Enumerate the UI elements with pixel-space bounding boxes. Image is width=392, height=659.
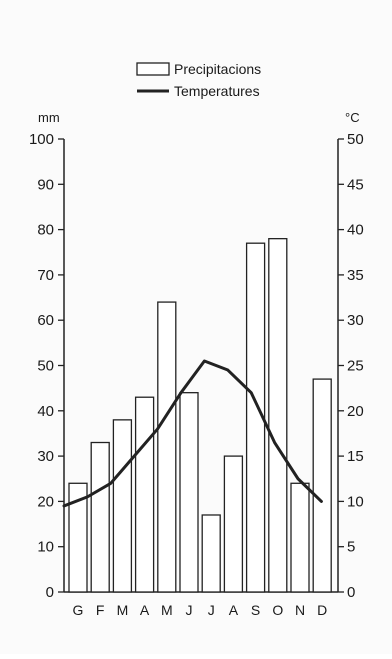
right-tick-label: 30 bbox=[347, 312, 364, 329]
left-tick-label: 10 bbox=[37, 539, 54, 556]
left-tick-label: 50 bbox=[37, 358, 54, 375]
month-label: D bbox=[317, 602, 327, 618]
right-tick-label: 20 bbox=[347, 403, 364, 420]
left-tick-label: 30 bbox=[37, 448, 54, 465]
left-tick-label: 0 bbox=[46, 584, 54, 601]
month-label: M bbox=[117, 602, 129, 618]
month-label: G bbox=[73, 602, 84, 618]
right-tick-label: 35 bbox=[347, 267, 364, 284]
left-tick-label: 80 bbox=[37, 222, 54, 239]
left-tick-label: 100 bbox=[29, 131, 54, 148]
left-axis-ticks: 0 10 20 30 40 50 60 70 80 90 100 bbox=[29, 131, 64, 601]
precipitation-bar bbox=[136, 397, 154, 592]
right-axis-unit-label: °C bbox=[345, 110, 360, 125]
precipitation-bar bbox=[158, 302, 176, 592]
month-label: S bbox=[251, 602, 260, 618]
month-label: A bbox=[140, 602, 150, 618]
left-tick-label: 20 bbox=[37, 493, 54, 510]
month-label: J bbox=[186, 602, 193, 618]
precipitation-bar bbox=[91, 443, 109, 592]
left-tick-label: 60 bbox=[37, 312, 54, 329]
month-label: F bbox=[96, 602, 105, 618]
precipitation-bar bbox=[224, 456, 242, 592]
precipitation-bar bbox=[313, 379, 331, 592]
precipitation-bar bbox=[180, 393, 198, 592]
month-label: N bbox=[295, 602, 305, 618]
month-label: M bbox=[161, 602, 173, 618]
legend-label-temperatures: Temperatures bbox=[174, 83, 260, 99]
legend: Precipitacions Temperatures bbox=[137, 61, 261, 99]
precipitation-bar bbox=[113, 420, 131, 592]
right-tick-label: 10 bbox=[347, 493, 364, 510]
right-tick-label: 25 bbox=[347, 358, 364, 375]
legend-label-precipitacions: Precipitacions bbox=[174, 61, 261, 77]
month-label: J bbox=[208, 602, 215, 618]
right-axis-ticks: 0 5 10 15 20 25 30 35 40 45 50 bbox=[338, 131, 364, 601]
precipitation-bar bbox=[269, 239, 287, 592]
month-label: A bbox=[229, 602, 239, 618]
right-tick-label: 40 bbox=[347, 222, 364, 239]
left-tick-label: 40 bbox=[37, 403, 54, 420]
right-tick-label: 50 bbox=[347, 131, 364, 148]
month-label: O bbox=[272, 602, 283, 618]
precipitation-bars bbox=[69, 239, 331, 592]
left-tick-label: 70 bbox=[37, 267, 54, 284]
legend-bar-swatch bbox=[137, 63, 169, 75]
precipitation-bar bbox=[202, 515, 220, 592]
left-axis-unit-label: mm bbox=[38, 110, 60, 125]
precipitation-bar bbox=[291, 483, 309, 592]
right-tick-label: 15 bbox=[347, 448, 364, 465]
right-tick-label: 45 bbox=[347, 176, 364, 193]
right-tick-label: 0 bbox=[347, 584, 355, 601]
left-tick-label: 90 bbox=[37, 176, 54, 193]
right-tick-label: 5 bbox=[347, 539, 355, 556]
